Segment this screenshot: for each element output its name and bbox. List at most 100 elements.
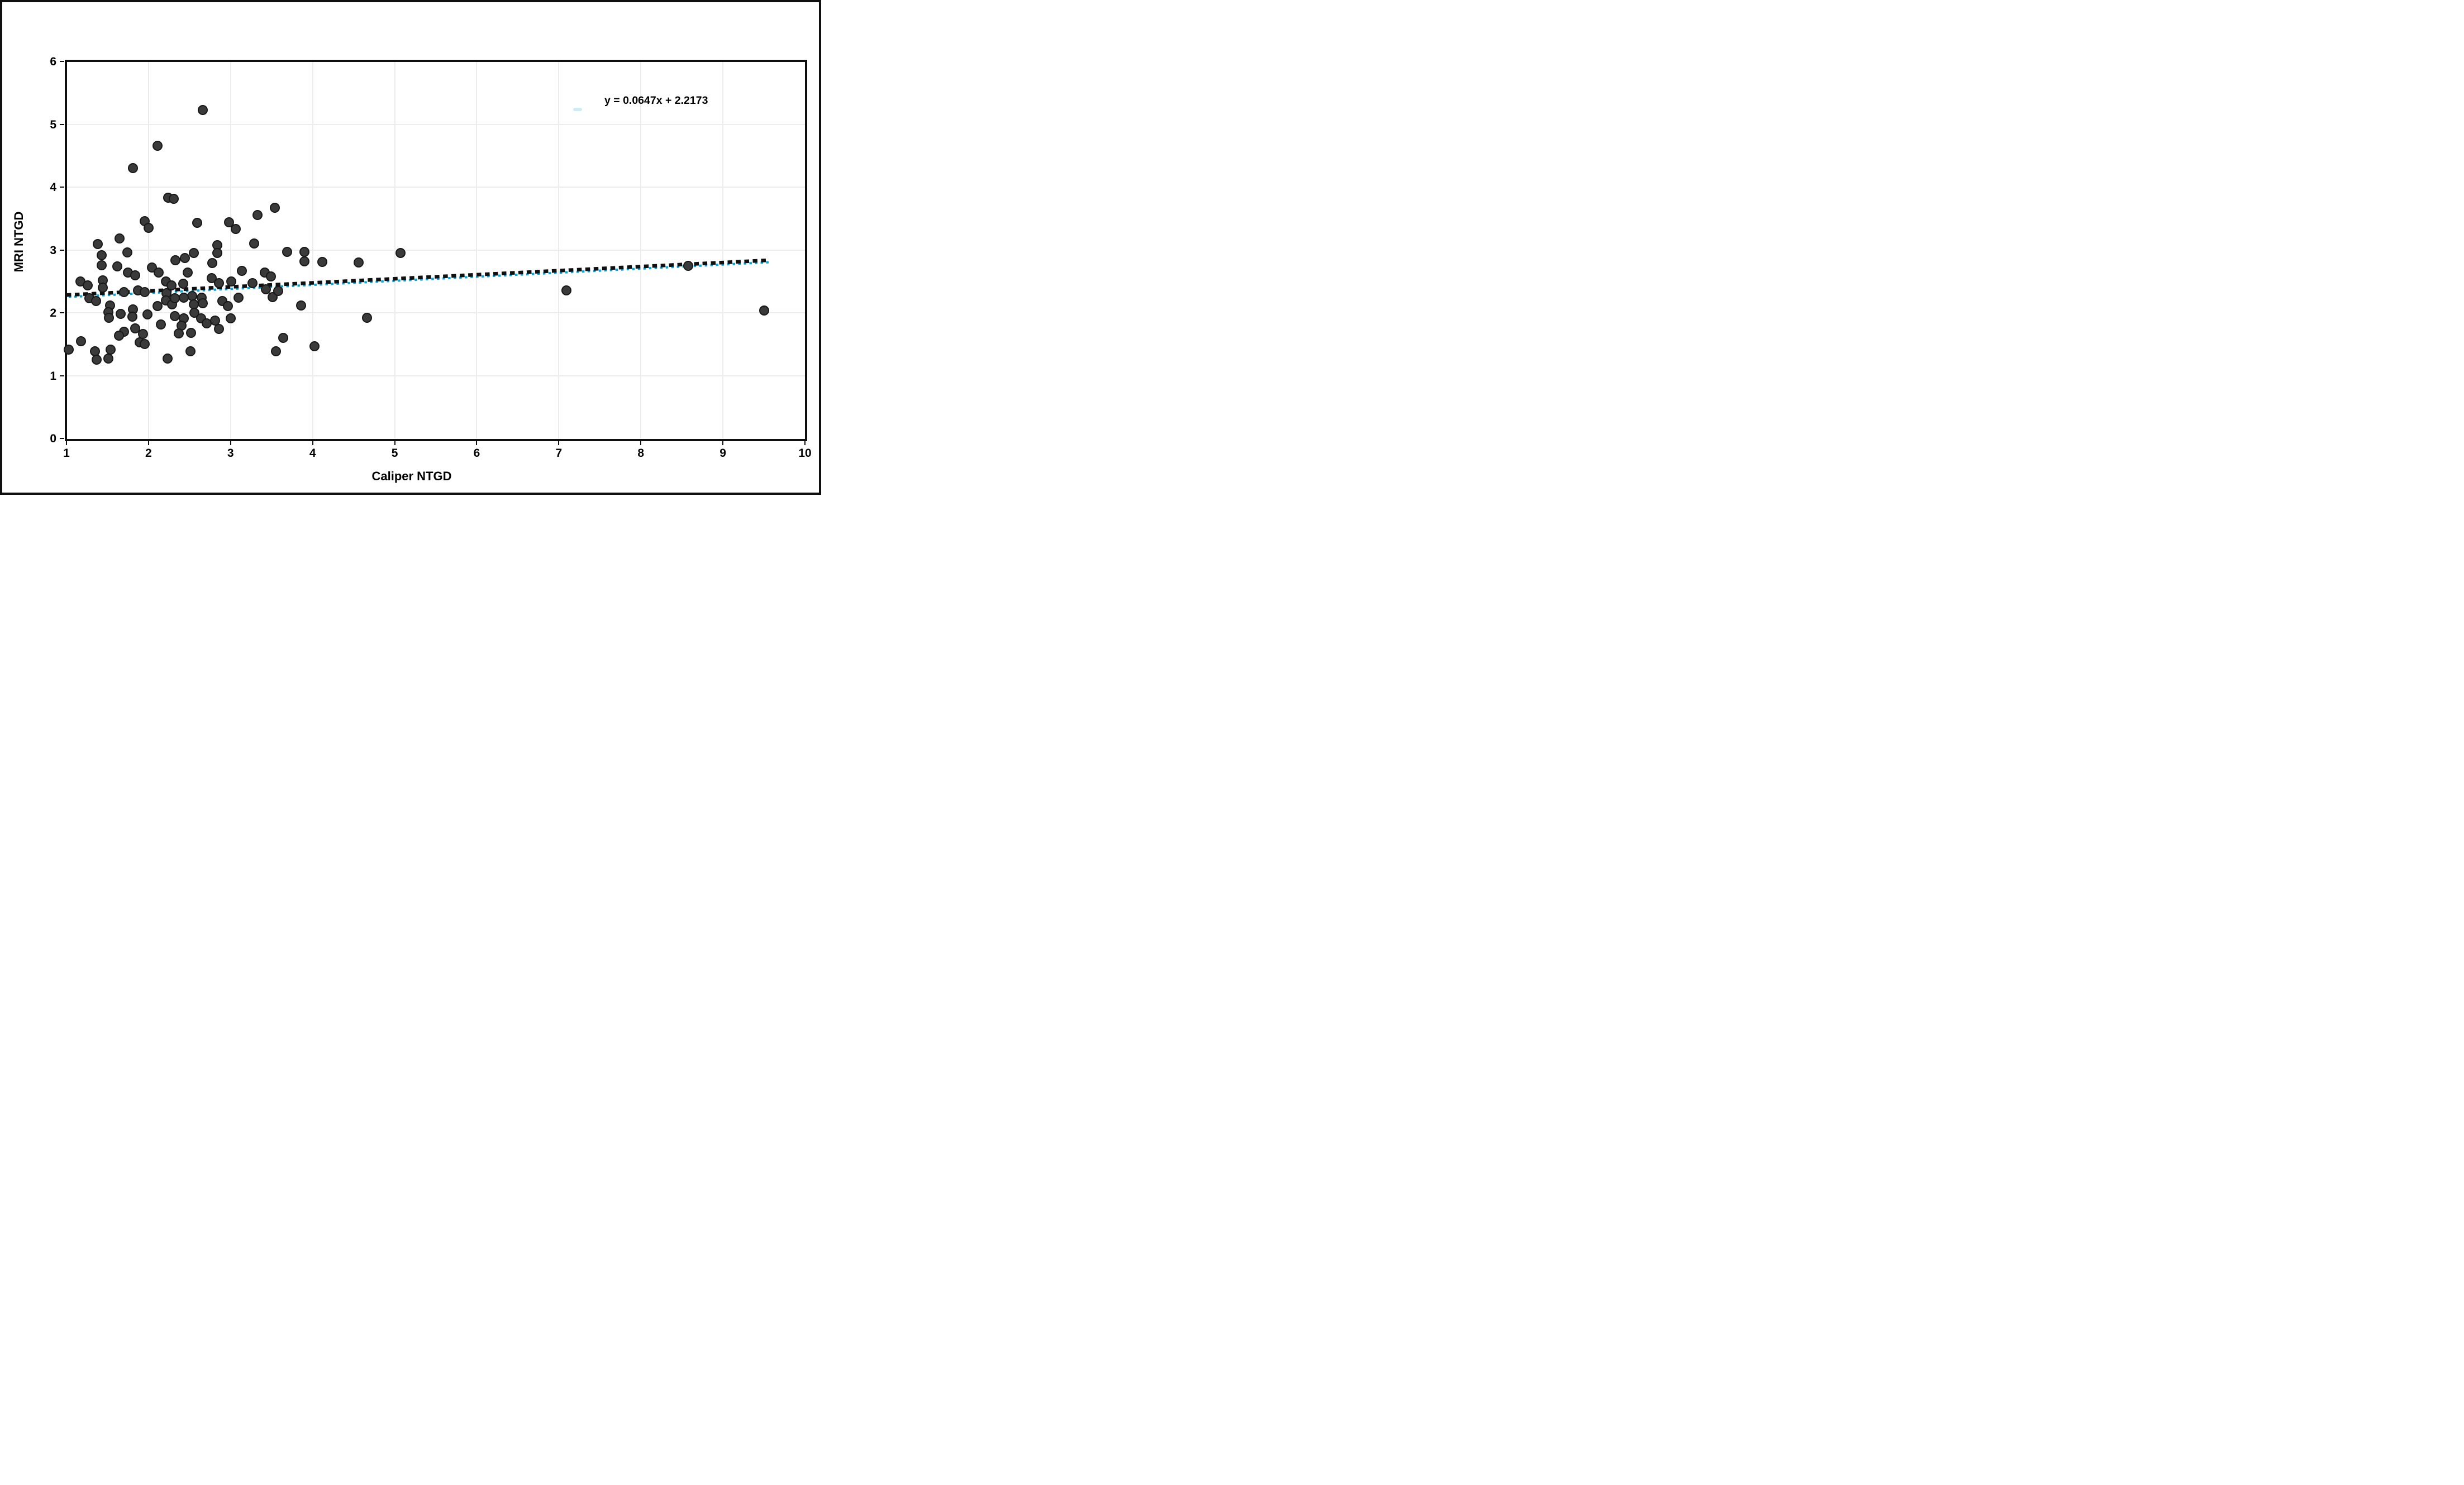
data-point [83,280,93,290]
data-point [76,336,87,346]
data-point [92,355,102,365]
y-tick-label: 1 [50,369,56,383]
data-point [139,287,150,297]
data-point [247,278,258,289]
y-tick-label: 0 [50,432,56,445]
data-point [197,298,208,309]
data-point [142,309,153,320]
horizontal-gridline [66,123,805,125]
data-point [115,233,125,244]
data-point [152,300,163,311]
data-point [296,300,307,311]
data-point [214,324,225,335]
data-point [179,253,190,264]
data-point [92,239,103,250]
x-axis-tick [312,441,313,445]
data-point [278,333,288,343]
y-axis-tick [60,375,64,376]
data-point [361,313,372,323]
data-point [152,140,163,151]
data-point [561,285,571,295]
data-point [214,278,225,289]
data-point [252,209,263,220]
y-axis-tick [60,312,64,313]
data-point [127,163,138,174]
trendline-legend-artifact [573,108,582,111]
x-axis-tick [558,441,560,445]
data-point [130,323,141,334]
data-point [273,285,283,296]
scatter-plot-figure: 1 2 3 4 5 6 7 8 9 10 0 1 2 3 4 5 6 y = 0.0647x + 2.2173 … [0,0,821,495]
x-axis-tick [230,441,231,445]
horizontal-gridline [66,249,805,251]
x-tick-label: 8 [637,447,645,460]
data-point [299,256,309,266]
data-point [169,311,180,321]
data-point [233,293,244,303]
data-point [759,305,769,316]
data-point [183,268,193,278]
data-point [237,265,247,276]
data-point [179,293,189,303]
data-point [282,246,293,257]
horizontal-gridline [66,187,805,188]
data-point [223,300,233,311]
data-point [260,284,271,295]
x-axis-tick [804,441,806,445]
x-axis-tick [722,441,724,445]
y-tick-label: 3 [50,243,56,257]
data-point [185,346,196,356]
y-axis-tick [60,249,64,251]
y-tick-label: 4 [50,181,56,194]
x-tick-label: 5 [391,447,398,460]
data-point [192,218,202,228]
x-tick-label: 2 [145,447,152,460]
data-point [153,268,164,278]
data-point [270,346,281,356]
data-point [118,287,129,297]
data-point [114,330,124,341]
data-point [226,276,237,287]
horizontal-gridline [66,375,805,376]
data-point [122,247,132,257]
x-tick-label: 3 [227,447,234,460]
horizontal-gridline [66,312,805,313]
data-point [166,280,177,290]
y-axis-title: MRI NTGD [12,211,26,273]
x-axis-tick [147,441,149,445]
data-point [162,354,173,364]
x-axis-tick [640,441,642,445]
y-tick-label: 6 [50,55,56,68]
data-point [225,313,236,324]
x-axis-tick [476,441,478,445]
x-tick-label: 6 [473,447,480,460]
x-axis-title: Caliper NTGD [371,469,452,483]
data-point [97,260,107,270]
data-point [353,257,364,268]
trendline [66,258,770,298]
data-point [395,248,406,259]
x-axis-tick [66,441,67,445]
data-point [317,256,328,267]
x-tick-label: 7 [555,447,563,460]
data-point [170,255,181,265]
data-point [299,246,309,257]
data-point [139,339,150,350]
data-point [207,258,218,269]
y-axis-tick [60,61,64,62]
x-tick-label: 10 [798,447,812,460]
data-point [683,260,694,271]
data-point [188,248,199,259]
y-axis-tick [60,438,64,439]
trendline-equation: y = 0.0647x + 2.2173 [604,94,708,107]
data-point [178,279,188,289]
data-point [270,203,280,213]
x-tick-label: 1 [63,447,70,460]
data-point [112,261,123,271]
data-point [197,104,208,115]
x-tick-label: 4 [309,447,316,460]
y-axis-tick [60,187,64,188]
x-axis-tick [394,441,395,445]
trendline-cyan-dashes [68,261,770,298]
data-point [130,270,141,280]
